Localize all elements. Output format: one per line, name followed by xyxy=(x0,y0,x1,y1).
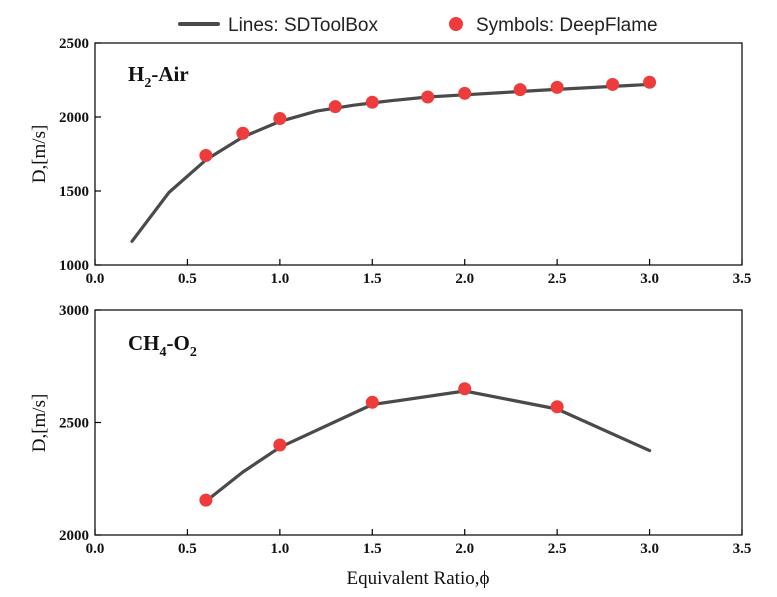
y-axis-label: D,[m/s] xyxy=(29,125,50,184)
y-tick-label: 2500 xyxy=(59,36,89,52)
deepflame-point xyxy=(458,382,472,396)
x-tick-label: 1.5 xyxy=(363,271,382,287)
x-tick-label: 1.0 xyxy=(270,271,289,287)
panel-ch4-o2: 0.0 0.5 1.0 1.5 2.0 2.5 3.0 3.5 2000 2500 3000 D,… xyxy=(29,303,751,557)
deepflame-point xyxy=(365,95,379,109)
y-axis-label: D,[m/s] xyxy=(29,394,50,453)
x-tick-label: 3.5 xyxy=(733,541,752,557)
line-series xyxy=(204,389,652,503)
x-axis-ticks: 0.0 0.5 1.0 1.5 2.0 2.5 3.0 3.5 xyxy=(86,259,752,287)
plot-frame xyxy=(94,309,743,536)
deepflame-point xyxy=(328,100,342,114)
deepflame-point xyxy=(365,395,379,409)
deepflame-point xyxy=(199,493,213,507)
plot-frame xyxy=(94,42,743,266)
deepflame-point xyxy=(458,86,472,100)
deepflame-point xyxy=(199,148,213,162)
deepflame-point xyxy=(421,90,435,104)
panel-h2-air: 0.0 0.5 1.0 1.5 2.0 2.5 3.0 3.5 1000 1500 2000 250… xyxy=(29,36,751,287)
deepflame-point xyxy=(273,438,287,452)
y-tick-label: 1500 xyxy=(59,184,89,200)
deepflame-point xyxy=(513,83,527,97)
x-tick-label: 0.0 xyxy=(86,541,105,557)
scatter-series xyxy=(199,382,564,507)
x-tick-label: 2.5 xyxy=(548,271,567,287)
y-tick-label: 1000 xyxy=(59,258,89,274)
deepflame-point xyxy=(643,75,657,89)
legend-line-label: Lines: SDToolBox xyxy=(228,15,378,36)
y-tick-label: 2000 xyxy=(59,110,89,126)
x-tick-label: 2.0 xyxy=(455,541,474,557)
deepflame-point xyxy=(550,400,564,414)
x-axis-label: Equivalent Ratio,ϕ xyxy=(347,568,490,589)
panel-label: CH4-O2 xyxy=(128,331,197,360)
y-axis-ticks: 1000 1500 2000 2500 xyxy=(59,36,101,274)
legend: Lines: SDToolBox Symbols: DeepFlame xyxy=(178,15,658,36)
x-tick-label: 3.0 xyxy=(640,271,659,287)
x-tick-label: 0.5 xyxy=(178,271,197,287)
deepflame-point xyxy=(273,111,287,125)
y-tick-label: 3000 xyxy=(59,303,89,319)
x-tick-label: 1.0 xyxy=(270,541,289,557)
scatter-series xyxy=(199,75,657,162)
sdtoolbox-line xyxy=(130,82,652,243)
x-tick-label: 3.5 xyxy=(733,271,752,287)
legend-symbol-swatch xyxy=(449,17,463,31)
y-tick-label: 2000 xyxy=(59,528,89,544)
x-tick-label: 0.0 xyxy=(86,271,105,287)
line-series xyxy=(130,82,652,243)
x-axis-ticks: 0.0 0.5 1.0 1.5 2.0 2.5 3.0 3.5 xyxy=(86,529,752,557)
x-tick-label: 2.0 xyxy=(455,271,474,287)
sdtoolbox-line xyxy=(204,389,652,503)
x-tick-label: 0.5 xyxy=(178,541,197,557)
x-tick-label: 3.0 xyxy=(640,541,659,557)
deepflame-point xyxy=(236,126,250,140)
x-tick-label: 2.5 xyxy=(548,541,567,557)
legend-symbol-label: Symbols: DeepFlame xyxy=(476,15,658,36)
y-axis-ticks: 2000 2500 3000 xyxy=(59,303,101,544)
deepflame-point xyxy=(606,77,620,91)
x-tick-label: 1.5 xyxy=(363,541,382,557)
panel-label: H2-Air xyxy=(128,62,189,91)
y-tick-label: 2500 xyxy=(59,416,89,432)
deepflame-point xyxy=(550,80,564,94)
